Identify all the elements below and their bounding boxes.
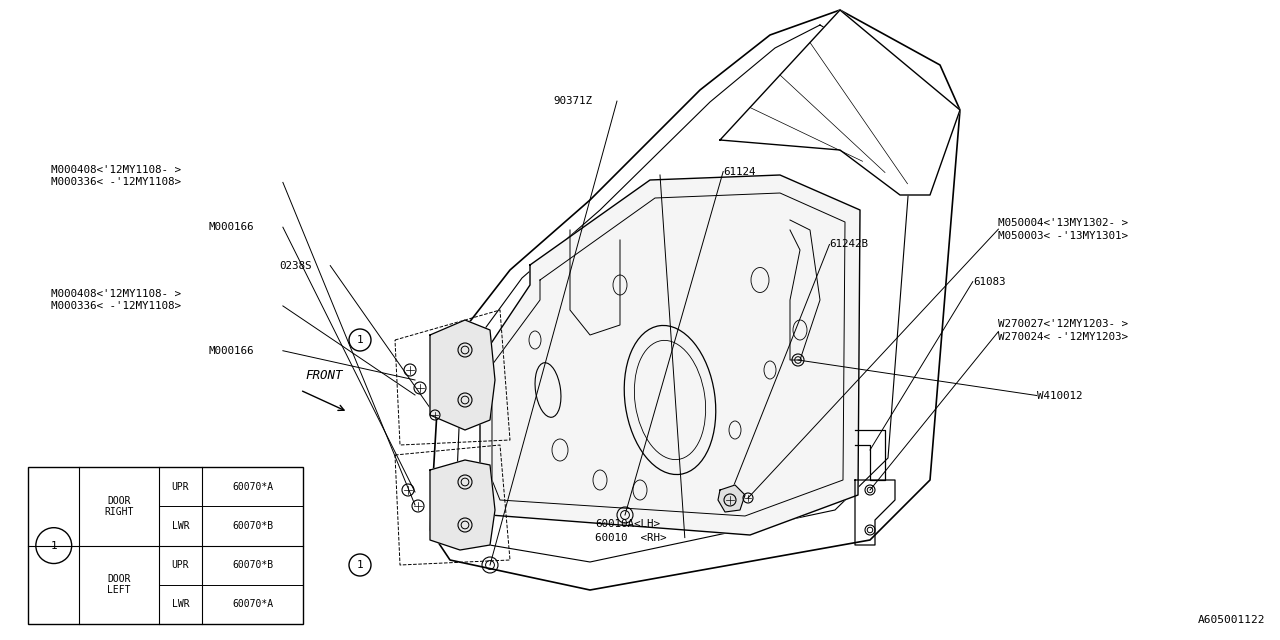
Text: 60070*B: 60070*B bbox=[232, 560, 274, 570]
Text: M050004<'13MY1302- >: M050004<'13MY1302- > bbox=[998, 218, 1129, 228]
Text: LWR: LWR bbox=[172, 521, 189, 531]
Bar bbox=[28, 467, 303, 624]
Text: 61242B: 61242B bbox=[829, 239, 868, 250]
Text: DOOR
RIGHT: DOOR RIGHT bbox=[105, 496, 133, 517]
Text: FRONT: FRONT bbox=[305, 369, 343, 382]
Text: DOOR
LEFT: DOOR LEFT bbox=[108, 575, 131, 595]
Text: M000336< -'12MY1108>: M000336< -'12MY1108> bbox=[51, 177, 182, 188]
Text: M000336< -'12MY1108>: M000336< -'12MY1108> bbox=[51, 301, 182, 311]
Text: 60070*B: 60070*B bbox=[232, 521, 274, 531]
Text: W410012: W410012 bbox=[1037, 390, 1083, 401]
Text: 60070*A: 60070*A bbox=[232, 482, 274, 492]
Polygon shape bbox=[480, 175, 860, 535]
Text: M000408<'12MY1108- >: M000408<'12MY1108- > bbox=[51, 289, 182, 300]
Text: UPR: UPR bbox=[172, 560, 189, 570]
Text: M050003< -'13MY1301>: M050003< -'13MY1301> bbox=[998, 230, 1129, 241]
Text: LWR: LWR bbox=[172, 600, 189, 609]
Polygon shape bbox=[430, 460, 495, 550]
Text: 61124: 61124 bbox=[723, 166, 755, 177]
Text: 90371Z: 90371Z bbox=[553, 96, 591, 106]
Text: A605001122: A605001122 bbox=[1198, 615, 1265, 625]
Text: 60070*A: 60070*A bbox=[232, 600, 274, 609]
Text: W270024< -'12MY1203>: W270024< -'12MY1203> bbox=[998, 332, 1129, 342]
Polygon shape bbox=[430, 10, 960, 590]
Polygon shape bbox=[719, 10, 960, 195]
Text: 60010  <RH>: 60010 <RH> bbox=[595, 532, 667, 543]
Text: 61083: 61083 bbox=[973, 276, 1005, 287]
Polygon shape bbox=[718, 485, 745, 512]
Text: 1: 1 bbox=[357, 335, 364, 345]
Text: 60010A<LH>: 60010A<LH> bbox=[595, 518, 660, 529]
Text: M000166: M000166 bbox=[209, 346, 255, 356]
Text: 0238S: 0238S bbox=[279, 260, 311, 271]
Text: M000166: M000166 bbox=[209, 222, 255, 232]
Text: UPR: UPR bbox=[172, 482, 189, 492]
Text: 1: 1 bbox=[357, 560, 364, 570]
Text: W270027<'12MY1203- >: W270027<'12MY1203- > bbox=[998, 319, 1129, 330]
Text: M000408<'12MY1108- >: M000408<'12MY1108- > bbox=[51, 164, 182, 175]
Text: 1: 1 bbox=[50, 541, 58, 550]
Polygon shape bbox=[430, 320, 495, 430]
